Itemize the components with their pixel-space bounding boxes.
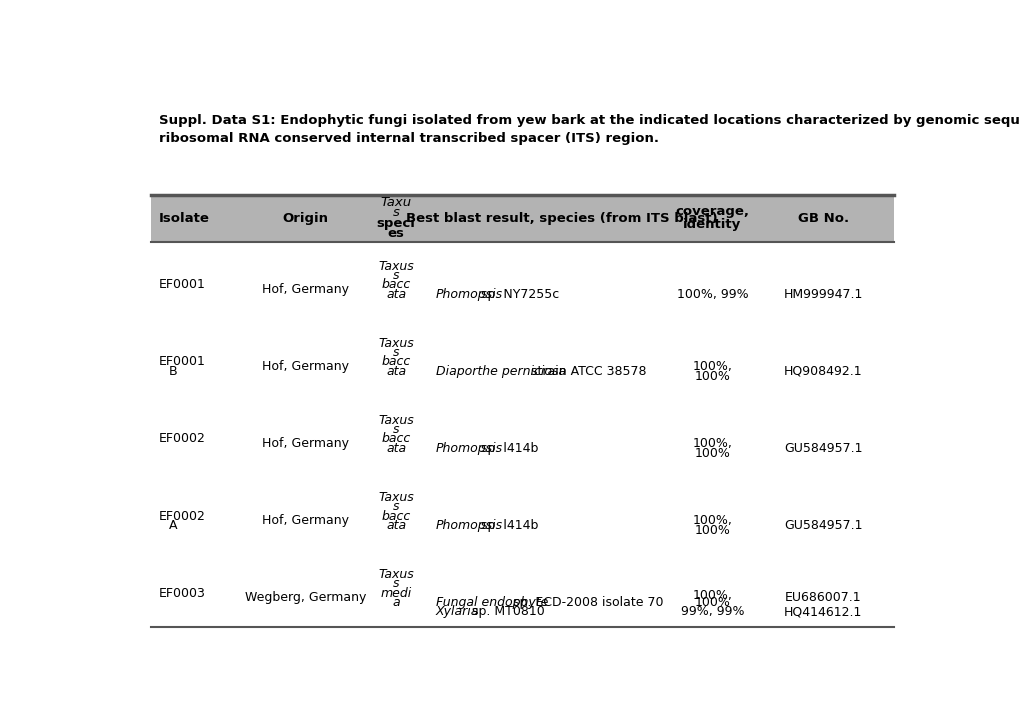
Text: s: s: [392, 207, 399, 220]
Text: Hof, Germany: Hof, Germany: [262, 283, 348, 296]
Text: Phomopsis: Phomopsis: [435, 442, 502, 455]
Text: GB No.: GB No.: [797, 212, 848, 225]
Text: Hof, Germany: Hof, Germany: [262, 514, 348, 527]
Text: Hof, Germany: Hof, Germany: [262, 437, 348, 450]
Text: bacc: bacc: [381, 279, 411, 292]
Text: EF0001: EF0001: [159, 356, 206, 369]
Text: 99%, 99%: 99%, 99%: [680, 606, 744, 618]
Text: bacc: bacc: [381, 356, 411, 369]
Text: a: a: [392, 596, 399, 609]
Text: 100%: 100%: [694, 596, 730, 609]
Text: Suppl. Data S1: Endophytic fungi isolated from yew bark at the indicated locatio: Suppl. Data S1: Endophytic fungi isolate…: [159, 114, 1019, 127]
Text: bacc: bacc: [381, 510, 411, 523]
Text: sp. NY7255c: sp. NY7255c: [477, 288, 558, 301]
Text: ata: ata: [386, 365, 406, 378]
Text: sp. ECD-2008 isolate 70: sp. ECD-2008 isolate 70: [508, 596, 663, 609]
Text: Origin: Origin: [282, 212, 328, 225]
Text: Taxus: Taxus: [378, 259, 414, 273]
Text: HM999947.1: HM999947.1: [783, 288, 862, 301]
Text: 100%: 100%: [694, 370, 730, 383]
Text: 100%: 100%: [694, 524, 730, 537]
Text: EF0003: EF0003: [159, 587, 206, 600]
Text: ribosomal RNA conserved internal transcribed spacer (ITS) region.: ribosomal RNA conserved internal transcr…: [159, 132, 658, 145]
Text: strain ATCC 38578: strain ATCC 38578: [527, 365, 646, 378]
Text: Best blast result, species (from ITS blast): Best blast result, species (from ITS bla…: [406, 212, 717, 225]
Text: Diaporthe perniciosa: Diaporthe perniciosa: [435, 365, 566, 378]
Bar: [151, 194, 894, 242]
Text: sp. MT0810: sp. MT0810: [468, 606, 544, 618]
Text: sp. l414b: sp. l414b: [477, 519, 538, 532]
Text: Phomopsis: Phomopsis: [435, 288, 502, 301]
Text: A: A: [168, 519, 177, 532]
Text: coverage,: coverage,: [675, 205, 749, 218]
Text: EF0002: EF0002: [159, 510, 206, 523]
Text: 100%,: 100%,: [692, 590, 732, 603]
Text: s: s: [392, 269, 399, 282]
Text: 100%,: 100%,: [692, 514, 732, 527]
Text: bacc: bacc: [381, 433, 411, 446]
Text: GU584957.1: GU584957.1: [784, 442, 861, 455]
Text: Wegberg, Germany: Wegberg, Germany: [245, 591, 366, 604]
Text: Taxus: Taxus: [378, 414, 414, 427]
Text: EF0001: EF0001: [159, 279, 206, 292]
Text: Taxu: Taxu: [380, 196, 412, 209]
Text: HQ414612.1: HQ414612.1: [784, 606, 861, 618]
Text: s: s: [392, 577, 399, 590]
Text: 100%,: 100%,: [692, 437, 732, 450]
Text: speci: speci: [376, 217, 416, 230]
Text: s: s: [392, 346, 399, 359]
Text: ata: ata: [386, 288, 406, 301]
Text: Taxus: Taxus: [378, 568, 414, 581]
Text: Xylaria: Xylaria: [435, 606, 479, 618]
Text: 100%: 100%: [694, 447, 730, 460]
Text: HQ908492.1: HQ908492.1: [783, 365, 862, 378]
Text: es: es: [387, 228, 405, 240]
Text: GU584957.1: GU584957.1: [784, 519, 861, 532]
Text: EF0002: EF0002: [159, 433, 206, 446]
Text: Taxus: Taxus: [378, 336, 414, 350]
Text: 100%,: 100%,: [692, 360, 732, 373]
Text: sp. l414b: sp. l414b: [477, 442, 538, 455]
Text: 100%, 99%: 100%, 99%: [676, 288, 748, 301]
Text: s: s: [392, 500, 399, 513]
Text: ata: ata: [386, 519, 406, 532]
Text: ata: ata: [386, 442, 406, 455]
Text: Phomopsis: Phomopsis: [435, 519, 502, 532]
Text: EU686007.1: EU686007.1: [784, 591, 861, 604]
Text: Fungal endophyte: Fungal endophyte: [435, 596, 547, 609]
Text: Isolate: Isolate: [159, 212, 210, 225]
Text: identity: identity: [683, 218, 741, 231]
Text: Hof, Germany: Hof, Germany: [262, 360, 348, 373]
Text: s: s: [392, 423, 399, 436]
Text: Taxus: Taxus: [378, 491, 414, 504]
Text: medi: medi: [380, 587, 412, 600]
Text: B: B: [168, 365, 177, 378]
